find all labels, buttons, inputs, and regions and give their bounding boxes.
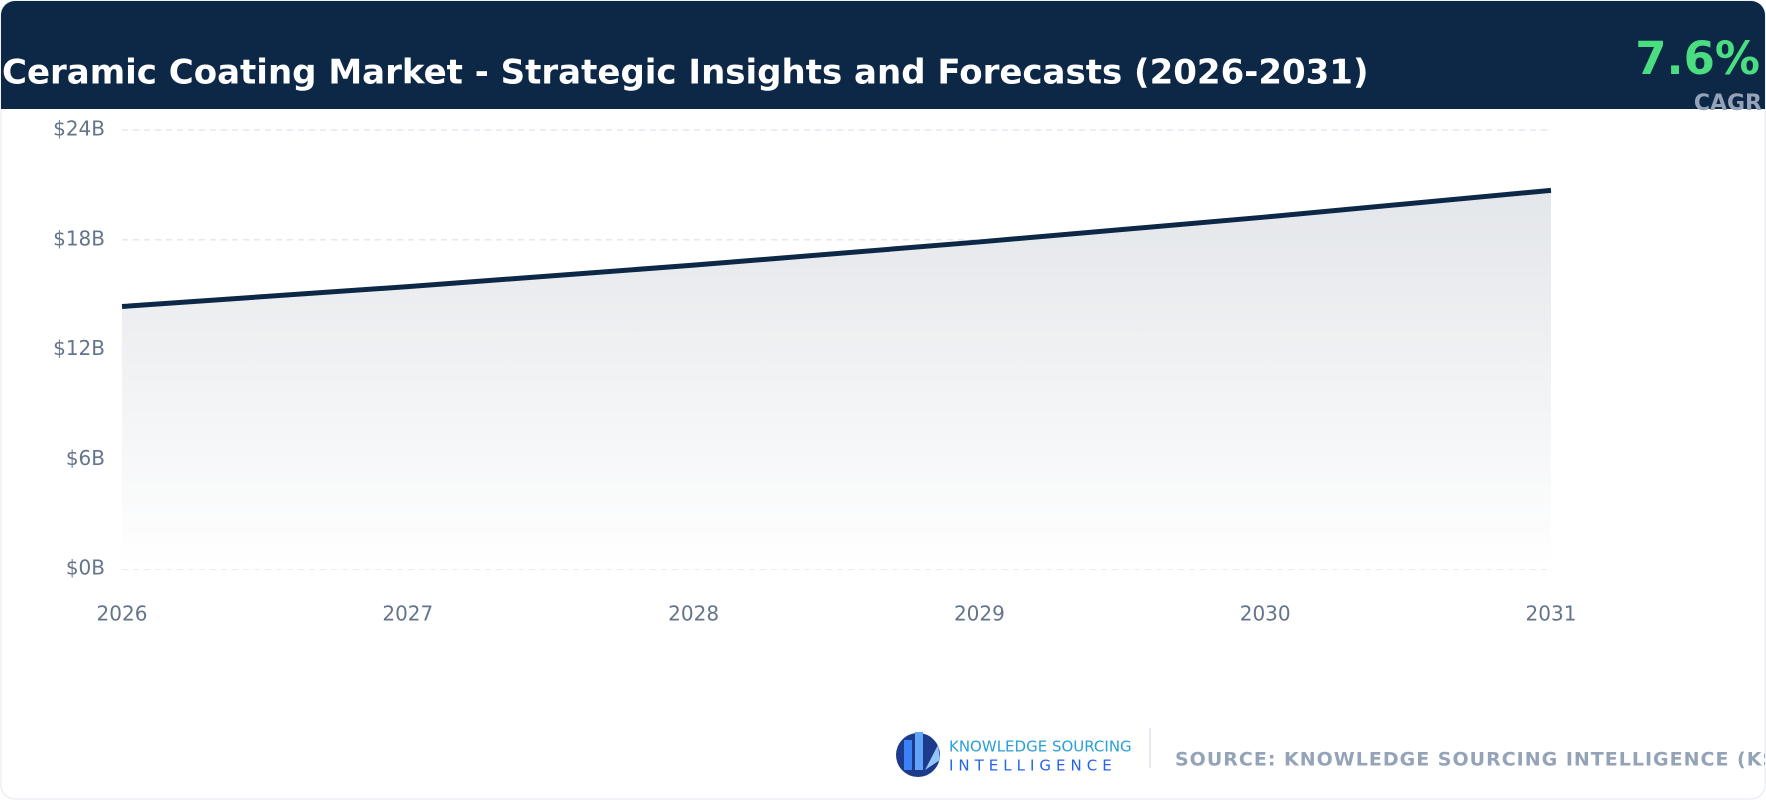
line xyxy=(121,187,1552,310)
header xyxy=(1,1,1765,109)
logo-icon xyxy=(904,740,912,770)
y-tick-label: $18B xyxy=(53,226,105,250)
x-tick-label: 2031 xyxy=(1526,602,1577,626)
content: Ceramic Coating Market - Strategic Insig… xyxy=(1,1,1766,777)
logo: KNOWLEDGE SOURCING INTELLIGENCE xyxy=(896,732,1132,777)
y-tick-label: $12B xyxy=(53,336,105,360)
logo-text: KNOWLEDGE SOURCING xyxy=(949,738,1132,756)
x-tick-label: 2028 xyxy=(668,602,719,626)
source: SOURCE: KNOWLEDGE SOURCING INTELLIGENCE … xyxy=(1175,749,1766,771)
chart-title: Ceramic Coating Market - Strategic Insig… xyxy=(2,53,1369,93)
y-tick-label: $6B xyxy=(66,446,105,470)
x-tick-label: 2027 xyxy=(382,602,433,626)
logo-icon xyxy=(915,732,923,770)
cagr-value: 7.6% xyxy=(1635,32,1760,85)
logo-icon xyxy=(925,745,940,770)
cagr-label: CAGR xyxy=(1694,91,1762,116)
x-tick-label: 2026 xyxy=(97,602,148,626)
y-tick-label: $0B xyxy=(66,556,105,580)
area xyxy=(122,190,1551,570)
x-tick-label: 2030 xyxy=(1240,602,1291,626)
y-tick-label: $24B xyxy=(53,117,105,141)
x-tick-label: 2029 xyxy=(954,602,1005,626)
logo-text: INTELLIGENCE xyxy=(949,757,1117,775)
